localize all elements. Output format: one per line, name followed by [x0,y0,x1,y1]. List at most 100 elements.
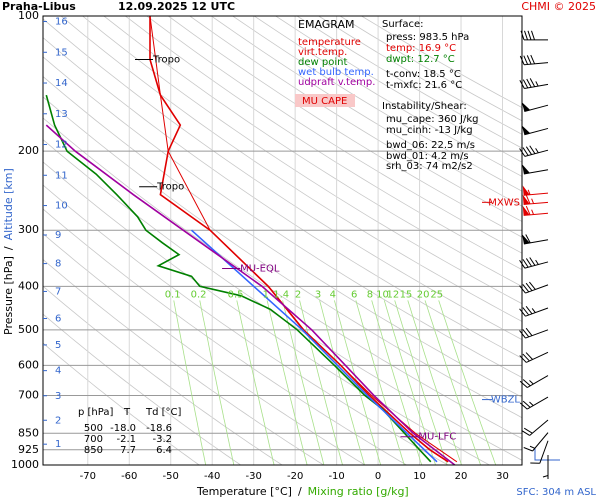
mixing-ratio-line [199,300,235,465]
info-line: bwd_06: 22.5 m/s [386,140,475,151]
alt-tick-label: 14 [55,78,68,89]
legend-entry: wet bulb temp. [298,67,374,78]
wind-barb [522,194,549,205]
time: 12.09.2025 12 UTC [118,0,235,13]
wind-barb [519,257,549,269]
annotation: Tropo [156,182,184,193]
table-cell: 500 [84,423,103,434]
wind-barb [520,30,548,41]
x-tick-label: -40 [204,471,220,482]
info-line: mu_cinh: -13 J/kg [386,125,473,136]
info-line: bwd_01: 4.2 m/s [386,151,469,162]
legend-entry: dew point [298,57,347,68]
cape-label: MU CAPE [302,96,347,107]
alt-tick-label: 16 [55,17,68,28]
mixing-ratio-line [394,300,448,465]
dry-adiabat [211,16,522,207]
mixing-ratio-label: 0.1 [165,289,181,300]
y-tick-label: 100 [18,9,39,22]
dry-adiabat [43,258,324,465]
wind-barb [519,281,549,294]
wind-barb [523,432,549,452]
alt-tick-label: 9 [55,230,61,241]
legend-entry: temperature [298,37,361,48]
dry-adiabat [168,16,522,238]
x-tick-label: -60 [121,471,137,482]
plot-frame [42,15,523,466]
dry-adiabat [125,16,522,271]
mixing-ratio-label: 0.5 [228,289,244,300]
legend-entry: udpraft v.temp. [298,77,375,88]
y-tick-label: 600 [18,358,39,371]
cape-box [295,94,355,107]
alt-tick-label: 4 [55,366,61,377]
x-tick-label: -20 [287,471,303,482]
mixing-ratio-line [334,300,381,465]
info-line: Surface: [382,19,423,30]
mixing-ratio-label: 15 [400,289,413,300]
info-line: temp: 16.9 °C [386,43,456,54]
mixing-ratio-label: 6 [351,289,357,300]
alt-tick-label: 13 [55,109,68,120]
x-tick-label: 10 [413,471,426,482]
y-axis-label: Pressure [hPa] / Altitude [km] [2,168,15,335]
annotation: MU-LFC [418,432,456,443]
alt-tick-label: 2 [55,415,61,426]
mixing-ratio-line [438,300,497,465]
dry-adiabat [43,76,522,398]
annotation: Tropo [152,55,180,66]
dry-adiabat [43,117,522,440]
dry-adiabat [82,16,522,305]
mixing-ratio-line [236,300,275,465]
wind-barb [519,351,549,363]
alt-tick-label: 12 [55,140,68,151]
wind-barb [521,125,549,136]
y-label: Pressure [hPa] [2,256,15,335]
x-tick-label: -50 [163,471,179,482]
alt-tick-label: 15 [55,47,68,58]
x-tick-label: 30 [496,471,509,482]
mixing-ratio-label: 25 [430,289,443,300]
wind-barb [522,185,549,196]
dry-adiabat [60,16,522,322]
wind-barb [522,234,549,245]
y-label-sep: / [2,246,15,250]
annotation: MXWS [488,197,520,208]
y-label-2: Altitude [km] [2,168,15,240]
x-tick-label: -70 [80,471,96,482]
info-line: t-conv: 18.5 °C [386,69,461,80]
info-line: press: 983.5 hPa [386,32,469,43]
y-tick-label: 500 [18,323,39,336]
table-header: T [123,407,131,418]
wind-barb [519,375,549,388]
alt-tick-label: 8 [55,259,61,270]
alt-tick-label: 1 [55,439,61,450]
legend-title: EMAGRAM [298,18,355,31]
alt-tick-label: 5 [55,340,61,351]
profile-line [45,124,456,465]
mixing-ratio-label: 12 [387,289,400,300]
mixing-ratio-label: 0.2 [191,289,207,300]
wind-barb [519,396,549,410]
mixing-ratio-line [424,300,481,465]
station: Praha-Libus [2,0,76,13]
wind-barb [530,440,549,464]
table-cell: 850 [84,445,103,456]
annotation: WBZL [491,395,521,406]
dry-adiabat [189,16,522,222]
background-lines [43,16,522,465]
annotation: MU-EQL [240,263,280,274]
wind-barb [519,327,549,339]
x-tick-label: -30 [246,471,262,482]
profile-line [190,229,438,463]
alt-tick-label: 3 [55,391,61,402]
table-cell: 700 [84,434,103,445]
mixing-ratio-line [407,300,462,465]
credit: CHMI © 2025 [521,0,596,13]
dry-adiabat [103,16,522,287]
y-tick-label: 850 [18,426,39,439]
table-cell: -18.6 [146,423,172,434]
mixing-ratio-label: 20 [417,289,430,300]
y-tick-label: 925 [18,443,39,456]
